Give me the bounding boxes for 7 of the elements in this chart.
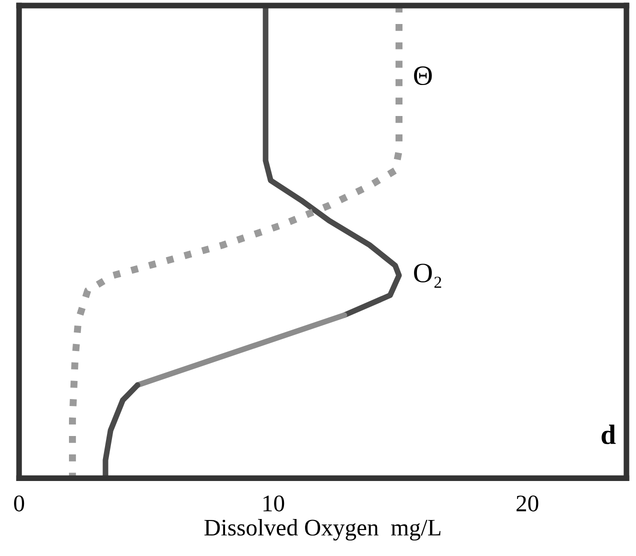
series-label: O₂ xyxy=(414,264,442,288)
y-axis-title: d xyxy=(602,424,616,444)
x-axis-title: Dissolved Oxygen mg/L xyxy=(204,519,440,540)
x-tick-label: 0 xyxy=(14,496,24,512)
series-label: Θ xyxy=(414,66,432,86)
x-tick-label: 20 xyxy=(516,496,538,512)
x-tick-label: 10 xyxy=(263,496,284,512)
